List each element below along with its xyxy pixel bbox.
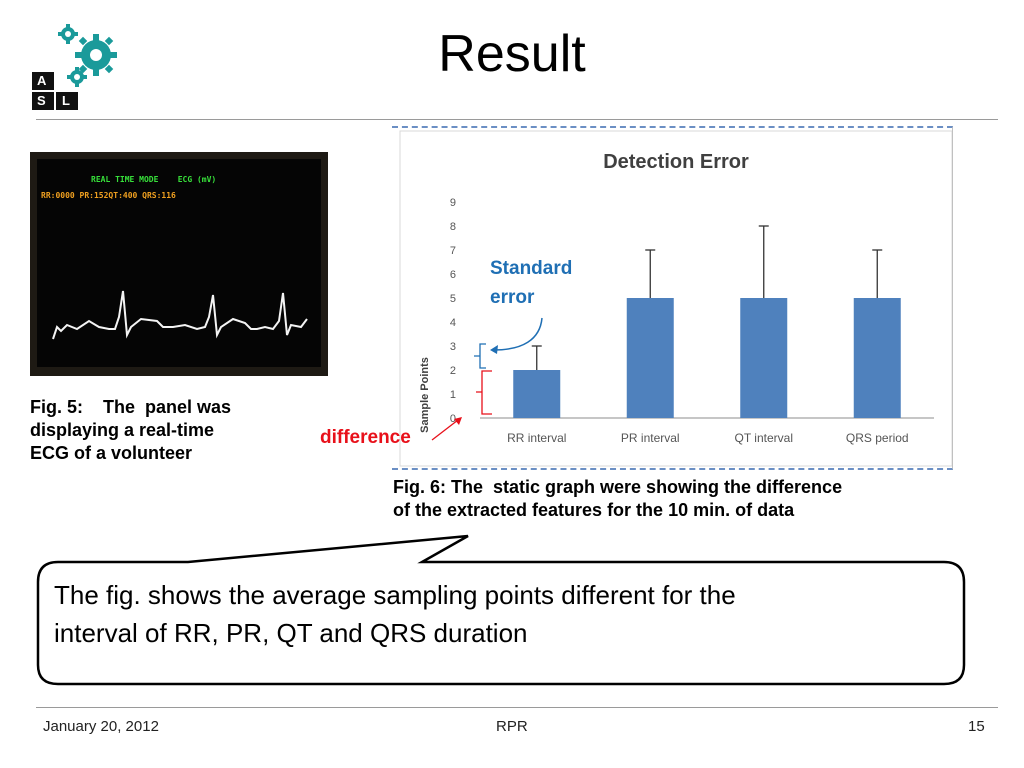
title-divider — [36, 119, 998, 120]
ecg-screen: REAL TIME MODE ECG (mV) RR:0000 PR:152QT… — [37, 159, 321, 367]
fig6-caption-line1: Fig. 6: The static graph were showing th… — [393, 477, 843, 497]
y-axis-label: Sample Points — [419, 357, 431, 433]
ecg-header-line: REAL TIME MODE ECG (mV) — [91, 175, 217, 184]
y-tick-label: 4 — [450, 317, 456, 329]
standard-error-label-line2: error — [490, 287, 535, 308]
y-tick-label: 7 — [450, 245, 456, 257]
fig5-caption: Fig. 5: The panel was displaying a real-… — [30, 396, 310, 465]
ecg-values-line: RR:0000 PR:152QT:400 QRS:116 — [41, 191, 176, 200]
ecg-waveform-icon — [52, 290, 308, 340]
y-tick-label: 9 — [450, 197, 456, 209]
y-tick-label: 3 — [450, 341, 456, 353]
y-tick-label: 2 — [450, 365, 456, 377]
x-tick-label: RR interval — [507, 431, 566, 445]
fig5-caption-line3: ECG of a volunteer — [30, 443, 193, 463]
fig6-caption: Fig. 6: The static graph were showing th… — [393, 476, 993, 522]
difference-annotation: difference — [320, 427, 411, 448]
bar-rr-interval — [513, 370, 561, 418]
chart-frame — [392, 126, 953, 470]
footer-divider — [36, 707, 998, 708]
standard-error-annotation: Standard error — [490, 254, 572, 312]
bar-pr-interval — [626, 298, 674, 418]
logo-letter-l: L — [62, 93, 70, 108]
callout-line1: The fig. shows the average sampling poin… — [54, 580, 736, 610]
detection-error-chart: Detection Error Sample Points 0 1 2 3 4 5 6 7 8 9… — [399, 130, 952, 467]
y-tick-label: 8 — [450, 221, 456, 233]
gears-logo-icon — [32, 24, 117, 110]
y-tick-label: 5 — [450, 293, 456, 305]
callout-line2: interval of RR, PR, QT and QRS duration — [54, 618, 528, 648]
x-tick-label: PR interval — [621, 431, 680, 445]
logo-letter-a: A — [37, 73, 47, 88]
fig6-caption-line2: of the extracted features for the 10 min… — [393, 500, 795, 520]
ecg-panel: REAL TIME MODE ECG (mV) RR:0000 PR:152QT… — [30, 152, 328, 376]
bar-qrs-period — [853, 298, 901, 418]
fig5-caption-line1: Fig. 5: The panel was — [30, 397, 232, 417]
fig5-caption-line2: displaying a real-time — [30, 420, 215, 440]
y-tick-label: 0 — [450, 413, 456, 425]
y-tick-label: 6 — [450, 269, 456, 281]
x-tick-label: QT interval — [735, 431, 793, 445]
slide-title: Result — [438, 25, 586, 83]
footer-center: RPR — [496, 718, 528, 735]
logo: A S L — [30, 22, 130, 114]
bar-qt-interval — [740, 298, 788, 418]
footer-date: January 20, 2012 — [43, 718, 159, 735]
page-number: 15 — [968, 718, 985, 735]
callout-text: The fig. shows the average sampling poin… — [54, 576, 954, 652]
logo-letter-s: S — [37, 93, 46, 108]
y-tick-label: 1 — [450, 389, 456, 401]
x-tick-label: QRS period — [846, 431, 909, 445]
standard-error-label-line1: Standard — [490, 258, 573, 279]
chart-title: Detection Error — [603, 151, 749, 173]
